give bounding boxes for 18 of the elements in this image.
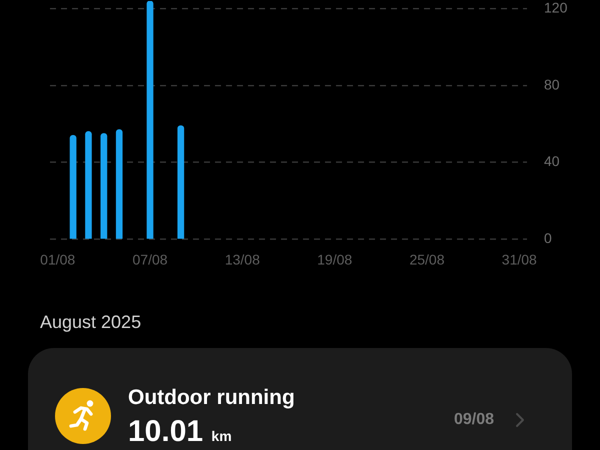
x-tick-label: 07/08: [132, 251, 168, 268]
bar: [85, 131, 92, 239]
y-tick-label: 120: [544, 0, 568, 16]
x-tick-label: 01/08: [40, 251, 76, 268]
x-tick-label: 25/08: [409, 251, 445, 268]
bar: [100, 133, 108, 239]
x-tick-label: 19/08: [317, 251, 352, 268]
y-tick-label: 40: [544, 153, 560, 170]
bar: [177, 125, 184, 239]
bar: [70, 135, 76, 239]
text: August 2025: [40, 312, 142, 332]
bar: [146, 1, 154, 239]
y-tick-label: 80: [544, 76, 560, 92]
x-tick-label: 13/08: [224, 251, 260, 268]
x-tick-label: 31/08: [502, 251, 538, 268]
y-tick-label: 0: [544, 230, 552, 246]
bar: [116, 129, 123, 239]
activity-card: Outdoor running 10.01 km 09/08: [28, 348, 572, 450]
